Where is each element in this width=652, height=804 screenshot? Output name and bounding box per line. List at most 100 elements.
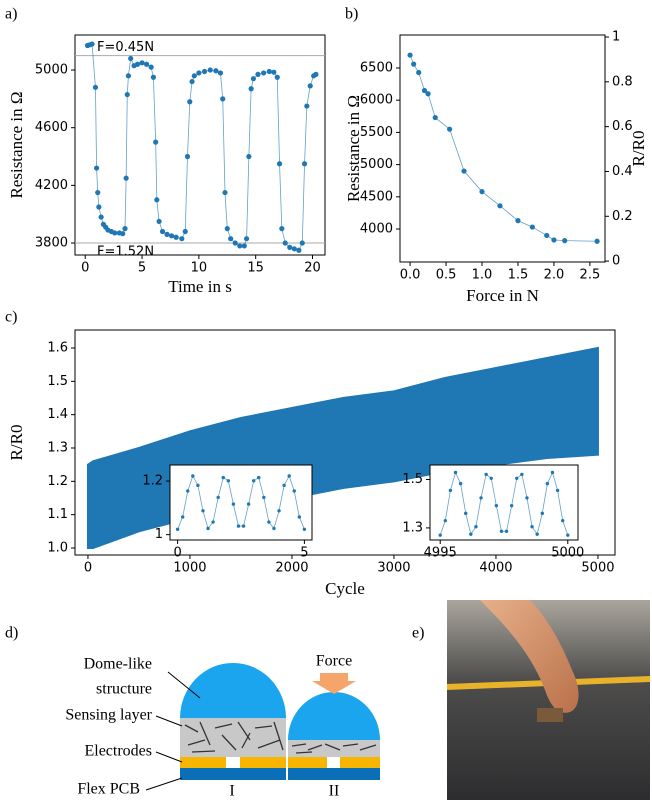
point [180, 515, 185, 519]
leaders [145, 671, 201, 791]
point [292, 489, 296, 493]
fibers [291, 743, 377, 754]
gap [327, 757, 340, 768]
point [411, 61, 417, 67]
point [220, 96, 226, 102]
chart: 0 1000 2000 3000 4000 50001.01.11.21.31.41.51… [5, 309, 616, 598]
y-axis-label: Resistance in Ω [344, 95, 363, 202]
x-tick-label: 20 [304, 261, 321, 276]
point [545, 481, 550, 486]
x-tick-label: 1.0 [472, 268, 493, 283]
point [217, 70, 224, 76]
chart: 0 5 1 1.2 [142, 464, 313, 561]
point [248, 86, 254, 92]
y-axis-label: Resistance in Ω [7, 91, 26, 198]
x-tick-label: 5000 [551, 546, 584, 561]
panel-label: a) [5, 6, 17, 23]
panel-label: d) [5, 625, 18, 642]
point [153, 139, 159, 145]
point [555, 488, 560, 493]
point [479, 189, 485, 195]
point [297, 515, 302, 519]
x-tick-label: 1000 [173, 561, 206, 576]
y-tick-label: 1.6 [47, 341, 68, 356]
plot-frame [74, 34, 326, 256]
point [246, 502, 251, 506]
y-tick-label: 6000 [360, 93, 393, 108]
point [279, 226, 285, 232]
point [479, 496, 483, 500]
point [461, 168, 467, 174]
panel-label: b) [345, 6, 358, 23]
point [299, 240, 305, 246]
x-tick-label: 10 [191, 261, 208, 276]
y-tick-label: 1 [155, 527, 163, 542]
point [134, 61, 141, 67]
x-tick-label: 4995 [424, 546, 457, 561]
point [261, 70, 267, 76]
y-tick-label: 4600 [35, 120, 68, 135]
point [251, 479, 256, 483]
point [216, 495, 220, 500]
point [282, 483, 286, 488]
point [509, 503, 514, 508]
point [421, 87, 428, 94]
point [276, 161, 283, 167]
point [262, 495, 266, 500]
point [274, 74, 280, 80]
point [499, 529, 504, 533]
x-axis-label: Cycle [325, 579, 365, 598]
point [432, 114, 438, 121]
point [123, 175, 129, 181]
point [272, 526, 276, 531]
point [443, 518, 448, 523]
chart: 0 5 10 15 20 3800 4200 4600 5000 F=0.45N F=1.52N a)… [5, 6, 326, 296]
label: Flex PCB [77, 781, 140, 798]
point [474, 524, 478, 529]
point [464, 511, 468, 516]
point [213, 68, 219, 74]
fibers [184, 721, 284, 753]
x-tick-label: 0 [84, 561, 92, 576]
point [494, 503, 499, 508]
x-tick-label: 5 [300, 546, 308, 561]
point [453, 470, 458, 475]
y-tick-label: 4000 [360, 222, 393, 237]
y2-tick-label: 0 [612, 254, 620, 269]
point [448, 488, 453, 493]
point [139, 60, 145, 66]
point [232, 240, 238, 246]
point [255, 71, 261, 77]
panel-label: c) [5, 309, 17, 326]
y-tick-label: 1.2 [142, 474, 163, 489]
point [95, 189, 101, 196]
point [266, 68, 272, 75]
x-tick-label: 2.0 [544, 268, 565, 283]
point [515, 476, 519, 481]
point [98, 214, 104, 220]
line [409, 54, 598, 242]
point [520, 472, 524, 477]
y2-tick-label: 0.2 [612, 209, 633, 224]
point [224, 226, 230, 232]
y-tick-label: 1.1 [47, 507, 68, 522]
point [267, 520, 271, 524]
point [425, 91, 431, 97]
point [566, 533, 570, 537]
force-label: Force [316, 653, 352, 670]
point [560, 518, 565, 523]
point [250, 76, 257, 82]
reference-label: F=1.52N [97, 245, 154, 260]
point [291, 246, 297, 252]
point [156, 218, 162, 225]
point [201, 68, 208, 75]
point [535, 532, 539, 536]
state-label: II [329, 783, 340, 800]
y-tick-label: 3800 [35, 236, 68, 251]
label: Electrodes [84, 743, 152, 760]
y-tick-label: 1.0 [47, 541, 68, 556]
point [277, 509, 281, 513]
point [196, 70, 202, 76]
point [125, 73, 132, 79]
point [236, 524, 241, 528]
